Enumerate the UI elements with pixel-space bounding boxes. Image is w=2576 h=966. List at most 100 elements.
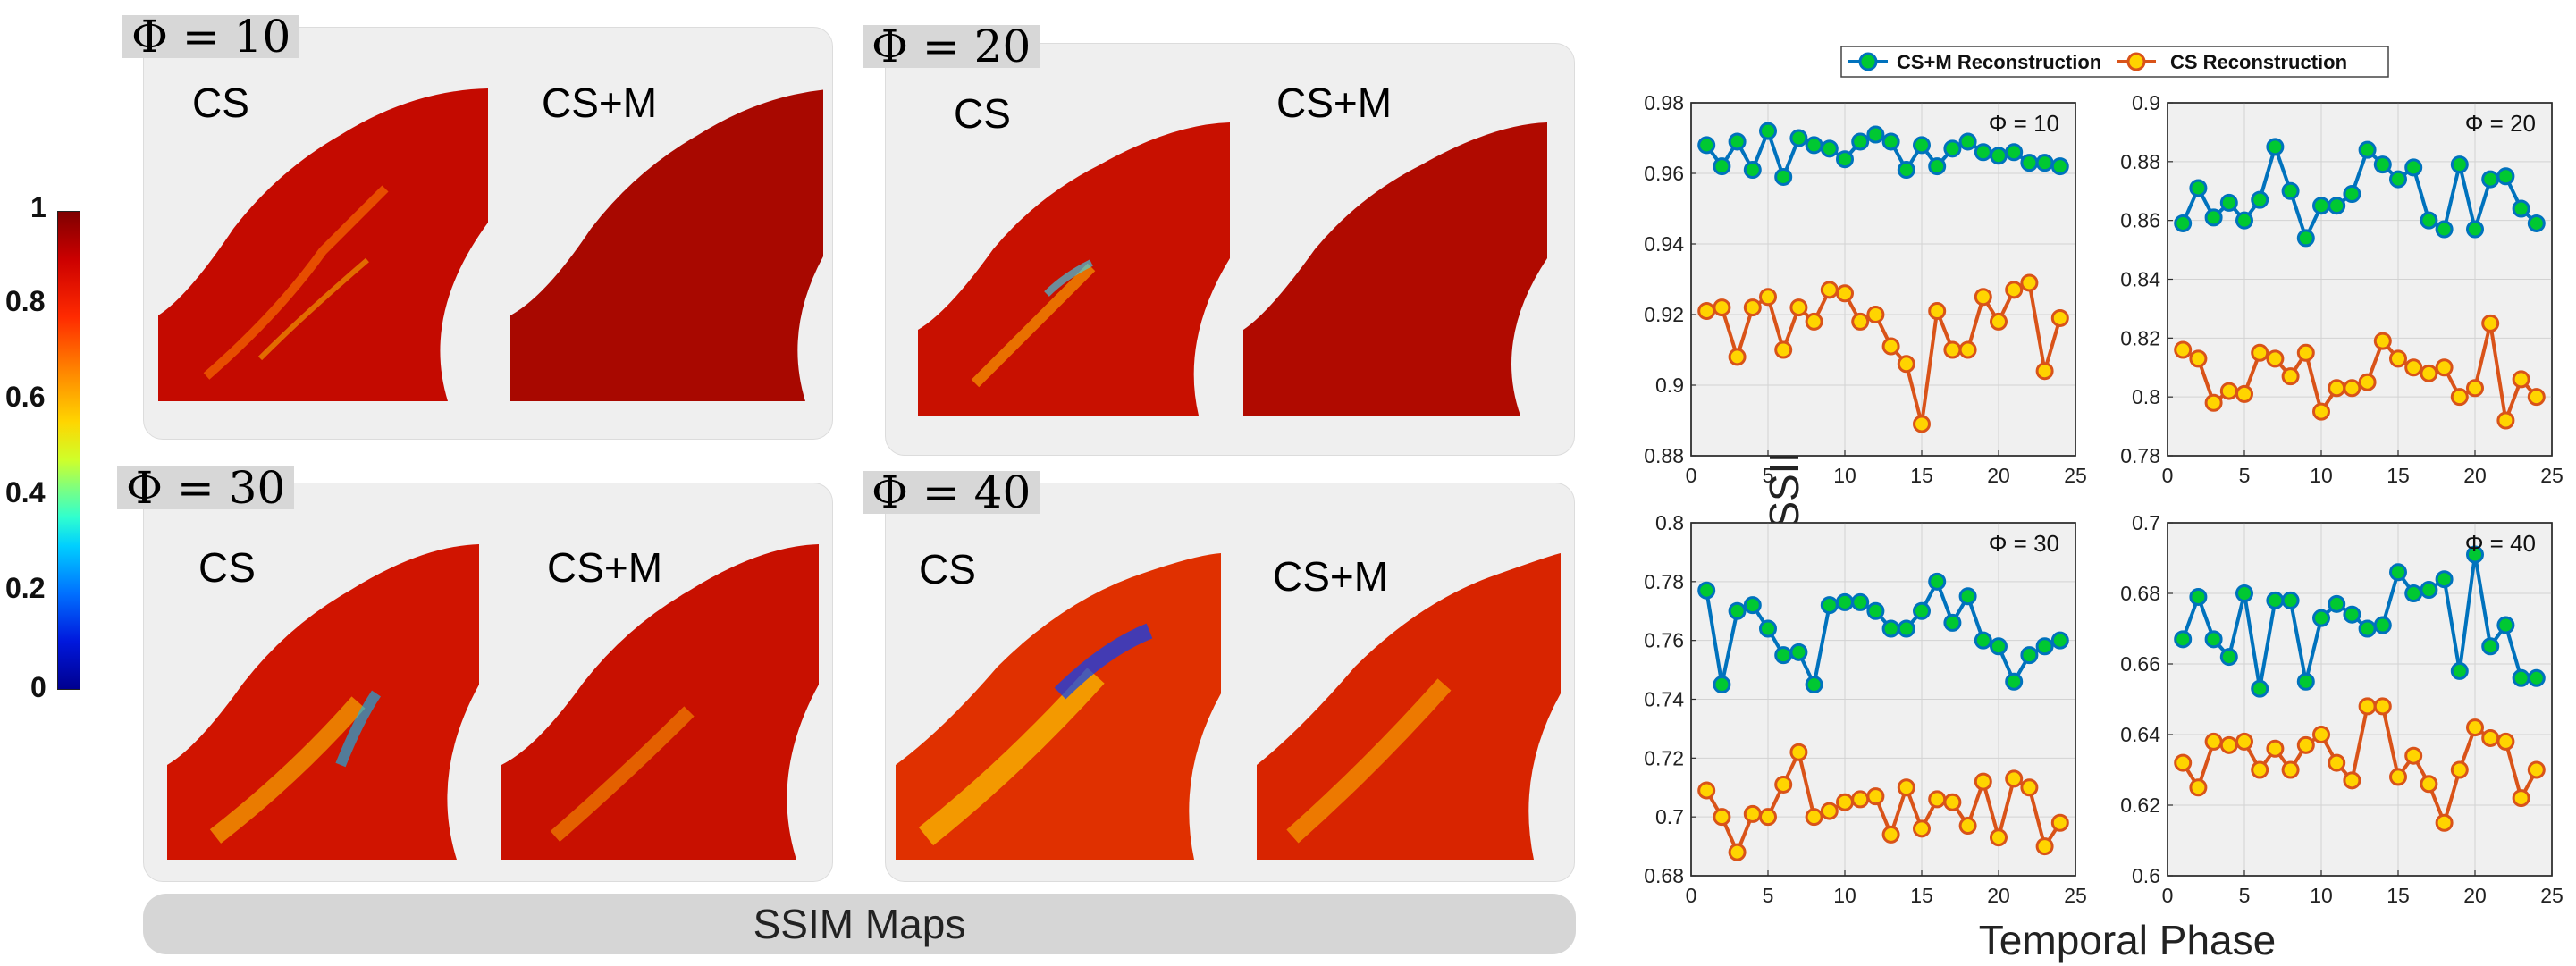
data-point-csm [1881, 619, 1900, 638]
data-point-csm [1974, 143, 1992, 162]
data-point-cs [1943, 793, 1962, 811]
map-title-cs: CS [919, 546, 976, 592]
data-point-csm [2296, 229, 2315, 248]
data-point-cs [2296, 343, 2315, 362]
x-tick-label: 20 [1987, 464, 2010, 487]
data-point-cs [1851, 312, 1870, 331]
ssim-map-panel-phi30 [143, 483, 833, 882]
ssim-map-images [918, 122, 1547, 416]
data-point-csm [2189, 587, 2208, 606]
series-line-csm [2181, 552, 2537, 691]
data-point-csm [1789, 129, 1808, 147]
subplot-1: 0 5 10 15 20 25 0.88 0.9 0.92 0.94 0.96 0.98 Φ = 10 [1644, 91, 2087, 487]
data-point-csm [2235, 584, 2253, 602]
map-title-csm: CS+M [542, 80, 658, 126]
data-point-csm [1836, 150, 1854, 169]
data-point-csm [2005, 143, 2024, 162]
data-point-csm [2020, 154, 2039, 172]
data-point-cs [1836, 793, 1854, 811]
data-point-csm [2420, 211, 2438, 230]
ssim-map-images [158, 88, 823, 401]
data-point-csm [2512, 668, 2530, 687]
data-point-csm [1774, 167, 1793, 186]
data-point-csm [2005, 672, 2024, 691]
data-point-csm [1851, 592, 1870, 611]
y-tick-label: 0.82 [2120, 326, 2160, 349]
data-point-cs [1728, 348, 1747, 366]
data-point-csm [1913, 136, 1931, 155]
data-point-csm [2343, 605, 2361, 624]
data-point-cs [1990, 312, 2008, 331]
data-point-cs [1774, 775, 1793, 794]
data-point-csm [2466, 220, 2484, 239]
data-point-cs [1990, 828, 2008, 847]
data-point-cs [1820, 802, 1839, 820]
y-tick-label: 0.98 [1644, 91, 1684, 114]
data-point-csm [1805, 136, 1823, 155]
data-point-cs [2527, 388, 2546, 407]
data-point-csm [2296, 672, 2315, 691]
data-point-csm [1943, 139, 1962, 158]
subplot-title: Φ = 10 [1989, 110, 2059, 137]
data-point-csm [2219, 648, 2238, 667]
map-title-cs: CS [954, 90, 1011, 137]
data-point-cs [1743, 804, 1762, 823]
data-point-csm [2328, 594, 2346, 613]
data-point-cs [2235, 732, 2253, 751]
x-tick-label: 15 [1910, 884, 1933, 907]
y-tick-label: 0.92 [1644, 303, 1684, 326]
y-tick-label: 0.84 [2120, 268, 2160, 291]
y-tick-label: 0.62 [2120, 794, 2160, 817]
data-point-cs [2512, 370, 2530, 389]
data-point-cs [2466, 379, 2484, 398]
x-tick-label: 10 [1833, 884, 1856, 907]
y-tick-label: 0.8 [1655, 511, 1684, 534]
data-point-cs [2343, 379, 2361, 398]
data-point-cs [2050, 308, 2069, 327]
data-point-cs [1789, 743, 1808, 761]
x-tick-label: 10 [1833, 464, 1856, 487]
data-point-csm [1820, 596, 1839, 615]
data-point-cs [1928, 790, 1947, 809]
data-point-csm [1743, 161, 1762, 180]
data-point-csm [1789, 643, 1808, 661]
data-point-cs [2343, 771, 2361, 790]
data-point-csm [1943, 613, 1962, 632]
data-point-cs [2189, 778, 2208, 797]
data-point-cs [2481, 314, 2500, 332]
y-tick-label: 0.72 [1644, 746, 1684, 769]
data-point-csm [1713, 157, 1731, 176]
data-point-csm [2312, 197, 2330, 215]
data-point-cs [2281, 760, 2300, 779]
x-tick-label: 15 [1910, 464, 1933, 487]
data-point-csm [2174, 214, 2193, 232]
data-point-csm [2204, 630, 2223, 649]
data-point-cs [2420, 364, 2438, 382]
data-point-cs [2527, 760, 2546, 779]
y-tick-label: 0.9 [1655, 374, 1684, 397]
data-point-csm [2035, 637, 2054, 656]
data-point-csm [2281, 181, 2300, 200]
data-point-cs [1713, 298, 1731, 317]
data-point-cs [2404, 746, 2423, 765]
data-point-csm [1990, 637, 2008, 656]
data-point-csm [2389, 563, 2407, 582]
data-point-cs [1897, 355, 1915, 374]
data-point-cs [2020, 778, 2039, 797]
data-point-csm [1913, 601, 1931, 620]
data-point-cs [2005, 281, 2024, 299]
ssim-map-images [167, 544, 819, 860]
x-tick-label: 25 [2064, 884, 2087, 907]
data-point-csm [1805, 676, 1823, 694]
data-point-cs [1728, 843, 1747, 861]
phi-label: Φ = 10 [122, 14, 300, 59]
data-point-csm [1928, 572, 1947, 591]
x-axis-label: Temporal Phase [1979, 917, 2276, 963]
subplot-title: Φ = 40 [2465, 530, 2536, 557]
data-point-cs [2266, 739, 2285, 758]
data-point-cs [1789, 298, 1808, 317]
ssim-map-panel-phi20 [885, 43, 1575, 456]
data-point-cs [1805, 312, 1823, 331]
mssim-chart: MSSIM Temporal Phase 0 5 10 15 20 250.880.90.… [1644, 46, 2563, 963]
data-point-cs [2312, 726, 2330, 743]
